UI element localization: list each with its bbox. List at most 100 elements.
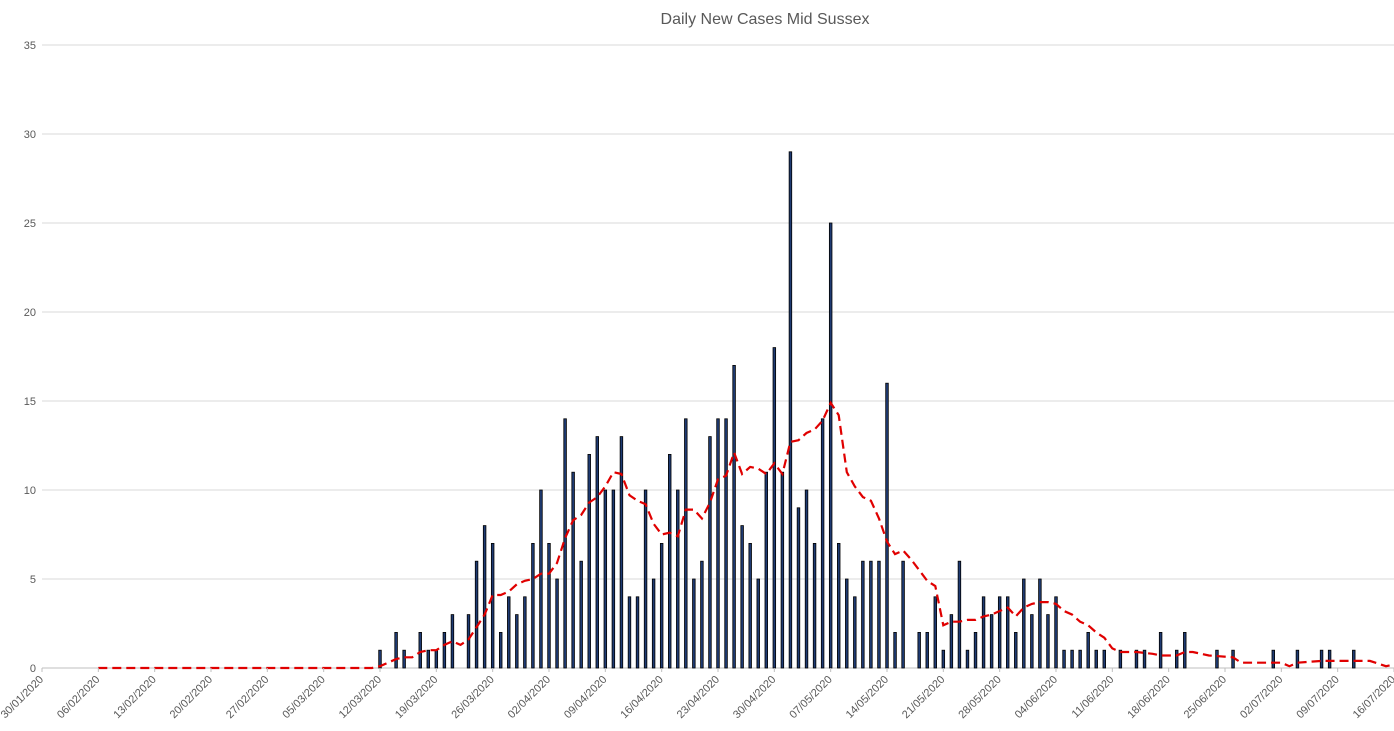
bar-20-03-2020 bbox=[442, 632, 447, 669]
bar-18-05-2020 bbox=[917, 632, 921, 669]
bar-04-05-2020 bbox=[804, 489, 809, 669]
bar-17-06-2020 bbox=[1158, 632, 1163, 669]
bar-20-06-2020 bbox=[1183, 632, 1187, 669]
bar-21-05-2020 bbox=[941, 649, 946, 669]
bar-14-04-2020 bbox=[643, 489, 648, 669]
bar-07-04-2020 bbox=[587, 453, 591, 669]
bar-15-03-2020 bbox=[402, 649, 406, 669]
x-tick-label: 19/03/2020 bbox=[393, 674, 440, 721]
x-tick-label: 23/04/2020 bbox=[675, 674, 722, 721]
chart-title: Daily New Cases Mid Sussex bbox=[661, 11, 870, 28]
y-tick-label: 5 bbox=[30, 574, 36, 586]
bar-19-05-2020 bbox=[925, 632, 929, 669]
bar-06-05-2020 bbox=[820, 418, 825, 669]
bar-01-06-2020 bbox=[1030, 614, 1034, 669]
x-tick-label: 25/06/2020 bbox=[1182, 674, 1229, 721]
bar-21-03-2020 bbox=[450, 614, 455, 669]
bar-15-04-2020 bbox=[651, 578, 656, 669]
bar-25-03-2020 bbox=[482, 525, 487, 669]
x-tick-label: 27/02/2020 bbox=[224, 674, 271, 721]
bar-02-04-2020 bbox=[547, 543, 551, 669]
x-tick-label: 30/01/2020 bbox=[0, 674, 46, 721]
x-tick-label: 09/04/2020 bbox=[562, 674, 609, 721]
bar-03-04-2020 bbox=[555, 578, 559, 669]
bar-13-04-2020 bbox=[635, 596, 640, 669]
x-tick-label: 12/03/2020 bbox=[337, 674, 384, 721]
bar-series bbox=[378, 151, 1356, 669]
bar-28-03-2020 bbox=[507, 596, 511, 669]
bar-24-03-2020 bbox=[474, 560, 479, 669]
bar-23-03-2020 bbox=[466, 614, 471, 669]
bar-27-05-2020 bbox=[989, 614, 994, 669]
bar-05-06-2020 bbox=[1062, 649, 1066, 669]
bar-07-07-2020 bbox=[1319, 649, 1324, 669]
bar-30-05-2020 bbox=[1014, 632, 1018, 669]
x-tick-label: 16/07/2020 bbox=[1351, 674, 1394, 721]
x-tick-label: 13/02/2020 bbox=[111, 674, 158, 721]
bar-07-06-2020 bbox=[1078, 649, 1082, 669]
bar-08-07-2020 bbox=[1327, 649, 1332, 669]
bar-24-04-2020 bbox=[724, 418, 728, 669]
x-tick-label: 06/02/2020 bbox=[55, 674, 102, 721]
bar-17-03-2020 bbox=[418, 632, 422, 669]
bar-10-04-2020 bbox=[611, 489, 616, 669]
y-tick-label: 25 bbox=[24, 218, 36, 230]
bar-24-05-2020 bbox=[965, 649, 970, 669]
bar-09-06-2020 bbox=[1094, 649, 1098, 669]
bar-11-04-2020 bbox=[619, 436, 624, 669]
x-tick-label: 16/04/2020 bbox=[618, 674, 665, 721]
y-tick-label: 10 bbox=[24, 485, 36, 497]
bar-04-06-2020 bbox=[1054, 596, 1058, 669]
bar-22-05-2020 bbox=[949, 614, 954, 669]
y-tick-label: 30 bbox=[24, 129, 36, 141]
bar-14-06-2020 bbox=[1134, 649, 1139, 669]
bar-19-03-2020 bbox=[434, 649, 439, 669]
bar-03-06-2020 bbox=[1046, 614, 1050, 669]
bar-19-04-2020 bbox=[684, 418, 688, 669]
bar-10-05-2020 bbox=[853, 596, 857, 669]
bar-26-03-2020 bbox=[490, 543, 495, 669]
bar-22-04-2020 bbox=[708, 436, 712, 669]
bar-15-06-2020 bbox=[1142, 649, 1147, 669]
bar-12-06-2020 bbox=[1118, 649, 1123, 669]
bar-10-06-2020 bbox=[1102, 649, 1106, 669]
x-tick-label: 07/05/2020 bbox=[787, 674, 834, 721]
bar-18-04-2020 bbox=[676, 489, 680, 669]
x-tick-label: 09/07/2020 bbox=[1294, 674, 1341, 721]
bar-06-04-2020 bbox=[579, 560, 583, 669]
bar-21-04-2020 bbox=[700, 560, 704, 669]
y-tick-label: 35 bbox=[24, 40, 36, 52]
bar-01-04-2020 bbox=[539, 489, 543, 669]
bar-11-05-2020 bbox=[861, 560, 865, 669]
bar-14-03-2020 bbox=[394, 632, 398, 669]
x-tick-label: 30/04/2020 bbox=[731, 674, 778, 721]
bar-02-05-2020 bbox=[788, 151, 793, 669]
bar-30-04-2020 bbox=[772, 347, 777, 669]
bar-01-07-2020 bbox=[1271, 649, 1275, 669]
bar-09-05-2020 bbox=[845, 578, 849, 669]
bar-29-05-2020 bbox=[1006, 596, 1010, 669]
bar-29-04-2020 bbox=[764, 471, 768, 669]
bar-04-07-2020 bbox=[1295, 649, 1300, 669]
bar-19-06-2020 bbox=[1175, 649, 1179, 669]
x-tick-label: 26/03/2020 bbox=[449, 674, 496, 721]
bar-09-04-2020 bbox=[603, 489, 608, 669]
y-tick-label: 20 bbox=[24, 307, 36, 319]
bar-20-04-2020 bbox=[692, 578, 696, 669]
bar-20-05-2020 bbox=[933, 596, 937, 669]
bar-05-05-2020 bbox=[812, 543, 817, 669]
bar-14-05-2020 bbox=[885, 382, 889, 669]
bar-08-05-2020 bbox=[837, 543, 841, 669]
bar-08-06-2020 bbox=[1086, 632, 1090, 669]
bar-02-06-2020 bbox=[1038, 578, 1042, 669]
bar-26-05-2020 bbox=[981, 596, 986, 669]
bar-23-05-2020 bbox=[957, 560, 962, 669]
bar-13-05-2020 bbox=[877, 560, 881, 669]
x-tick-label: 18/06/2020 bbox=[1125, 674, 1172, 721]
bar-27-04-2020 bbox=[748, 543, 752, 669]
bar-27-03-2020 bbox=[499, 632, 503, 669]
x-tick-label: 21/05/2020 bbox=[900, 674, 947, 721]
x-tick-label: 14/05/2020 bbox=[844, 674, 891, 721]
bar-28-04-2020 bbox=[756, 578, 760, 669]
